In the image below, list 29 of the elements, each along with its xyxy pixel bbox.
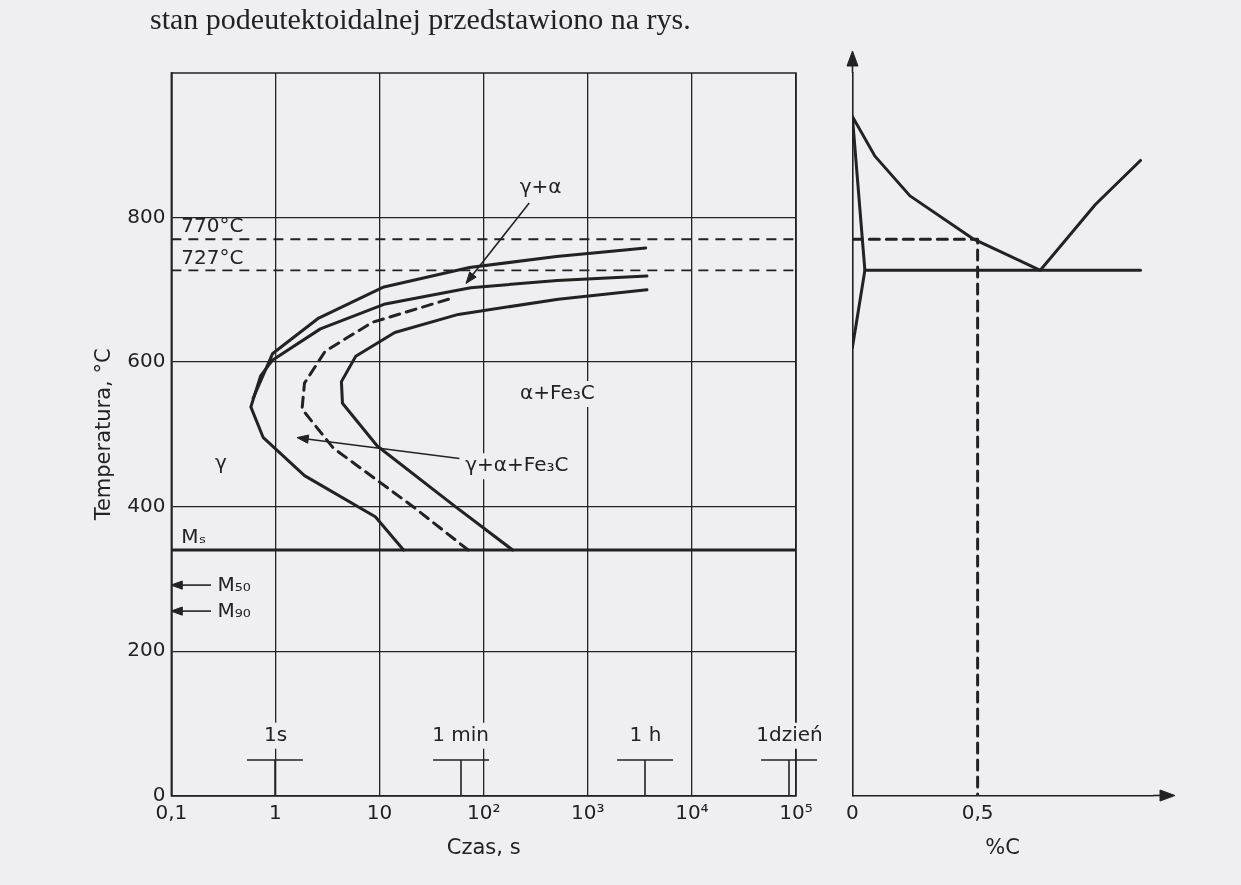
- y-tick-label: 600: [127, 348, 166, 373]
- x-axis-title: %C: [985, 834, 1020, 859]
- y-tick-label: 800: [127, 203, 166, 228]
- annotation: M₅₀: [217, 571, 251, 596]
- x-tick-label: 10⁴: [675, 800, 709, 824]
- y-tick-label: 200: [127, 637, 166, 662]
- y-axis-title: Temperatura, °C: [91, 348, 116, 522]
- x-axis-title: Czas, s: [446, 834, 521, 859]
- x-tick-label: 10⁵: [779, 800, 813, 824]
- annotation: γ: [215, 449, 228, 474]
- annotation: 1s: [263, 721, 288, 746]
- annotation: α+Fe₃C: [520, 380, 595, 405]
- x-tick-label: 1: [269, 800, 282, 824]
- x-tick-label: 10²: [466, 800, 501, 824]
- x-tick-label: 0: [846, 800, 859, 824]
- ref-line-label: Mₛ: [181, 524, 207, 549]
- x-tick-label: 10³: [571, 800, 605, 824]
- annotation: γ+α: [519, 174, 562, 199]
- x-tick-label: 0,5: [961, 800, 994, 824]
- annotation: 1 min: [432, 721, 489, 746]
- annotation: 1 h: [629, 721, 662, 746]
- annotation: M₉₀: [217, 597, 251, 622]
- ref-line-label: 770°C: [181, 213, 244, 238]
- text: stan podeutektoidalnej przedstawiono na rys.: [150, 2, 691, 36]
- annotation: 1dzień: [756, 721, 823, 746]
- y-tick-label: 400: [127, 492, 166, 517]
- annotation: γ+α+Fe₃C: [465, 452, 569, 477]
- x-tick-label: 10: [366, 800, 393, 824]
- ref-line-label: 727°C: [181, 244, 244, 269]
